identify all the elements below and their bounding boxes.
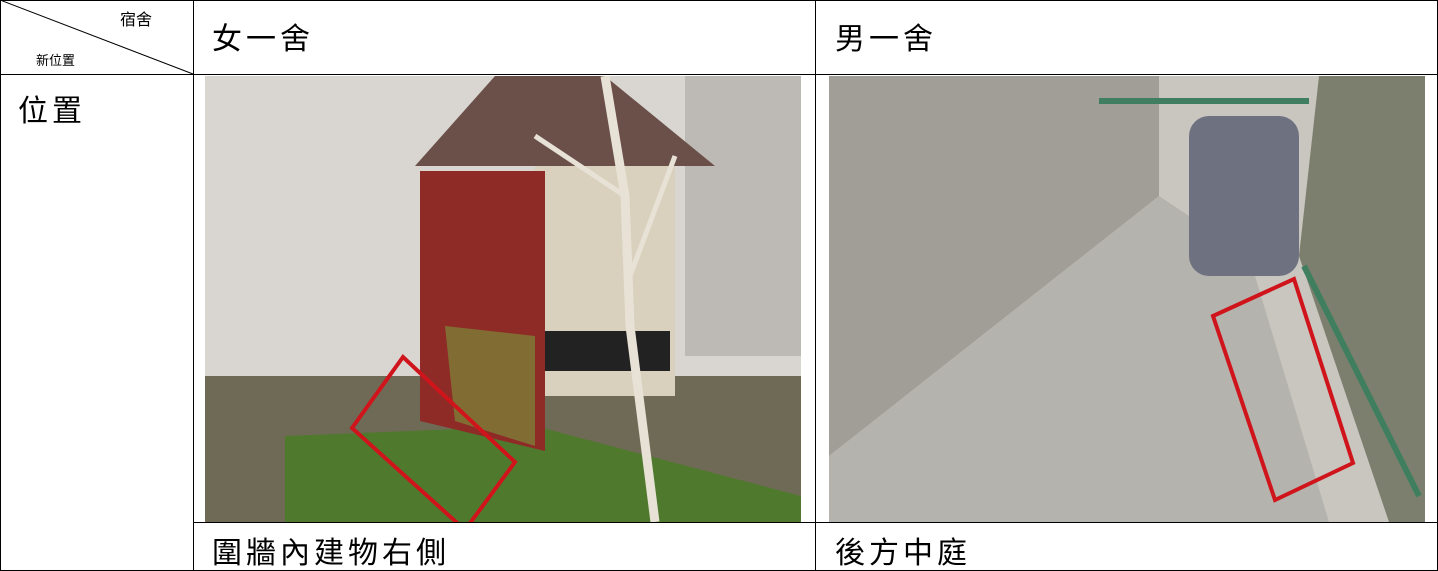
right-wall: [1299, 76, 1425, 522]
caption: 圍牆內建物右側: [212, 537, 450, 570]
highlight-box: [349, 353, 518, 522]
building-wall: [829, 76, 1159, 456]
corner-bottom: 新位置: [36, 53, 76, 68]
photo: [829, 76, 1425, 522]
corner-top: 宿舍: [120, 12, 153, 29]
diagonal-line: [0, 0, 194, 75]
column-header: 男一舍: [835, 23, 937, 56]
pillar: [685, 76, 801, 356]
label-cell: [0, 74, 194, 571]
photo: [205, 76, 801, 522]
diagonal: [0, 0, 194, 75]
row-label: 位置: [18, 95, 86, 128]
branch: [533, 133, 678, 277]
roof: [415, 76, 715, 166]
pipe: [1301, 264, 1422, 498]
grass: [285, 426, 801, 522]
pavement: [829, 196, 1329, 522]
tank-base: [540, 331, 670, 371]
tree: [600, 76, 660, 522]
column-header: 女一舍: [212, 23, 314, 56]
highlight-box: [1210, 276, 1356, 503]
water-tank: [1189, 116, 1299, 276]
caption: 後方中庭: [835, 537, 971, 570]
